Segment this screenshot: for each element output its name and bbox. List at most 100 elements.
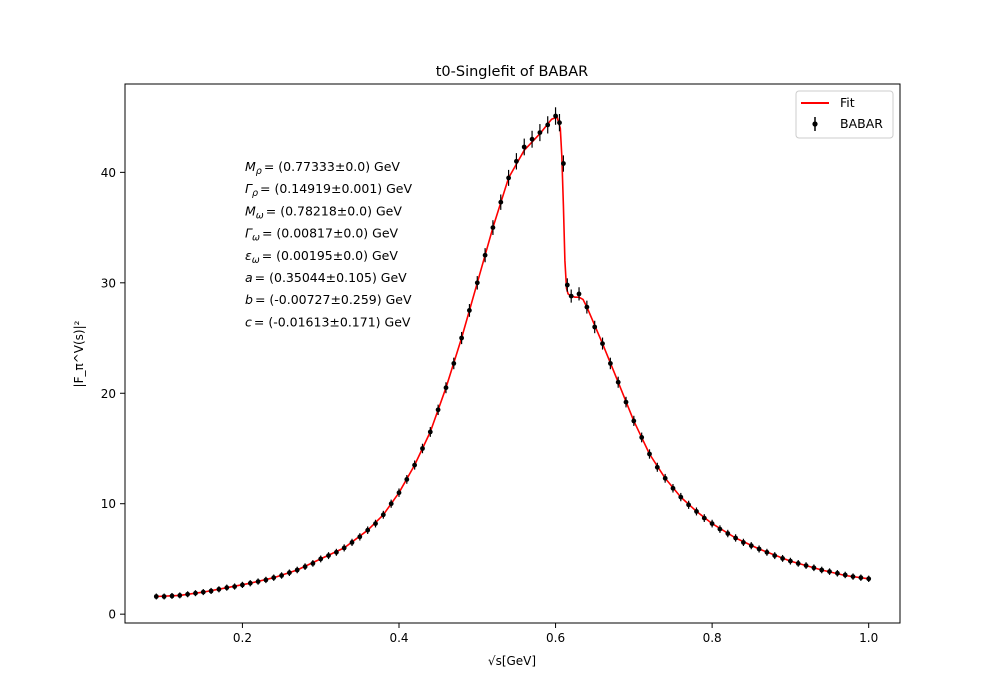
legend-fit-label: Fit	[840, 95, 855, 110]
y-tick-label: 10	[101, 497, 116, 511]
data-point	[153, 594, 159, 599]
data-point	[795, 561, 801, 566]
data-point	[388, 501, 394, 507]
data-point	[756, 546, 762, 552]
data-point	[529, 136, 535, 142]
data-point	[811, 565, 817, 571]
data-point	[318, 556, 324, 562]
data-point	[827, 569, 832, 574]
data-point	[647, 451, 652, 457]
data-point	[835, 570, 840, 576]
data-point	[380, 512, 386, 518]
data-point	[263, 577, 269, 583]
data-point	[193, 590, 198, 596]
data-point	[459, 335, 464, 341]
y-tick-label: 30	[101, 276, 116, 290]
data-point	[557, 120, 562, 126]
fit-parameter-line: a = (0.35044±0.105) GeV	[245, 270, 407, 285]
data-point	[725, 531, 731, 536]
x-tick-label: 1.0	[859, 631, 878, 645]
data-point	[670, 485, 676, 491]
plot-frame	[124, 83, 901, 624]
data-point	[819, 567, 825, 573]
x-tick-label: 0.2	[233, 631, 252, 645]
fit-parameter-line: Γρ = (0.14919±0.001) GeV	[245, 181, 412, 199]
data-point	[240, 582, 245, 588]
data-point	[694, 509, 699, 514]
parameter-symbol: ε	[245, 248, 252, 263]
data-point	[185, 591, 191, 597]
parameter-value: = (0.14919±0.001) GeV	[260, 181, 412, 196]
data-point	[287, 570, 292, 576]
data-point	[200, 589, 206, 595]
data-point	[600, 341, 605, 346]
data-point	[341, 545, 347, 551]
data-point	[701, 515, 707, 521]
data-point	[608, 361, 613, 366]
data-point	[803, 563, 809, 568]
data-point	[576, 291, 582, 297]
parameter-symbol: a	[245, 270, 253, 285]
fit-parameter-line: c = (-0.01613±0.171) GeV	[245, 314, 411, 329]
data-point	[788, 558, 793, 564]
data-point	[482, 252, 488, 258]
parameter-symbol: c	[245, 314, 252, 329]
fit-parameter-line: Γω = (0.00817±0.0) GeV	[245, 226, 399, 244]
data-point	[443, 385, 449, 391]
data-point	[232, 584, 238, 589]
parameter-subscript: ρ	[252, 188, 258, 199]
data-point	[733, 535, 738, 541]
data-point	[686, 502, 691, 508]
data-point	[866, 576, 872, 582]
parameter-symbol: M	[245, 159, 256, 174]
x-tick-label: 0.6	[546, 631, 565, 645]
data-point	[498, 199, 504, 205]
data-layer	[153, 107, 872, 600]
data-point	[349, 540, 355, 545]
legend-babar-label: BABAR	[840, 116, 883, 131]
data-point	[435, 407, 441, 413]
fit-parameter-line: Mρ = (0.77333±0.0) GeV	[245, 159, 400, 177]
data-point	[404, 477, 410, 482]
parameter-subscript: ω	[252, 255, 260, 266]
data-point	[780, 556, 785, 561]
data-point	[365, 527, 371, 533]
data-point	[639, 435, 645, 440]
data-point	[326, 553, 331, 558]
data-point	[514, 158, 519, 164]
data-point	[396, 490, 402, 496]
data-point	[279, 573, 284, 578]
data-point	[545, 122, 551, 128]
legend: Fit BABAR	[795, 90, 894, 139]
data-point	[271, 575, 277, 581]
data-point	[568, 293, 574, 299]
data-point	[247, 580, 253, 586]
y-tick-label: 40	[101, 166, 116, 180]
data-point	[169, 593, 175, 599]
data-point	[216, 586, 222, 592]
data-point	[521, 144, 527, 150]
data-point	[858, 575, 864, 581]
parameter-subscript: ω	[256, 210, 264, 221]
parameter-subscript: ω	[252, 233, 260, 244]
data-point	[177, 593, 183, 598]
parameter-value: = (0.00195±0.0) GeV	[262, 248, 399, 263]
data-point	[678, 494, 684, 500]
data-point	[564, 282, 570, 288]
fit-parameter-line: εω = (0.00195±0.0) GeV	[245, 248, 398, 266]
data-point	[561, 161, 566, 166]
data-point	[662, 475, 668, 481]
fit-parameter-line: b = (-0.00727±0.259) GeV	[245, 292, 412, 307]
parameter-subscript: ρ	[256, 166, 262, 177]
data-point	[208, 588, 214, 594]
parameter-value: = (0.78218±0.0) GeV	[266, 203, 403, 218]
chart-title: t0-Singlefit of BABAR	[436, 64, 589, 80]
data-point	[842, 572, 848, 578]
x-axis-ticks: 0.2 0.4 0.6 0.8 1.0	[233, 623, 878, 645]
fit-layer	[156, 116, 869, 598]
y-axis-ticks: 0 10 20 30 40	[101, 166, 125, 622]
data-point	[467, 308, 472, 313]
data-point	[592, 324, 598, 330]
data-point	[373, 521, 378, 526]
